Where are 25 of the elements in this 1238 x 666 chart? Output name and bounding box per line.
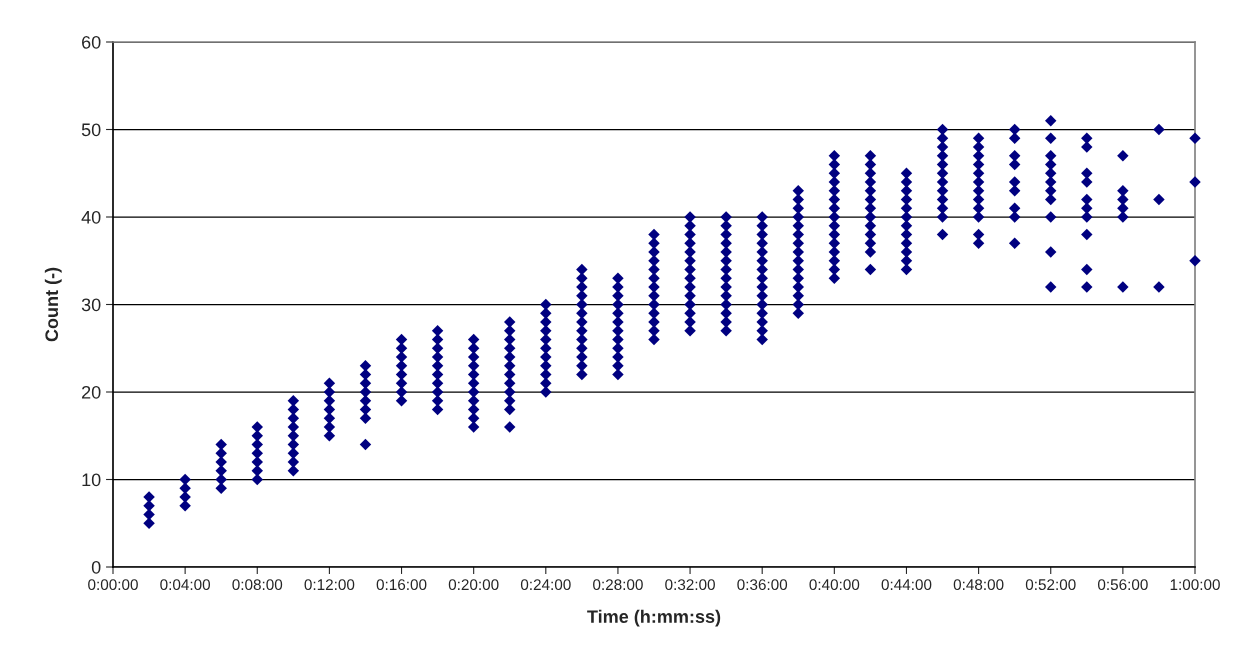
- x-tick-label: 1:00:00: [1170, 579, 1220, 591]
- x-tick-label: 0:12:00: [304, 579, 355, 591]
- x-tick-label: 0:40:00: [809, 579, 860, 591]
- x-tick-label: 0:52:00: [1025, 579, 1076, 591]
- x-tick-label: 0:00:00: [88, 579, 138, 591]
- y-axis-title: Count (-): [44, 267, 62, 342]
- x-axis-title: Time (h:mm:ss): [587, 609, 721, 627]
- y-tick-label: 20: [82, 385, 101, 399]
- y-tick-label: 60: [82, 35, 101, 49]
- y-tick-label: 30: [81, 298, 101, 312]
- x-tick-label: 0:08:00: [232, 579, 283, 591]
- x-tick-label: 0:32:00: [665, 579, 715, 591]
- x-tick-label: 0:24:00: [520, 579, 571, 591]
- x-tick-label: 0:36:00: [737, 579, 788, 591]
- y-tick-label: 0: [91, 560, 101, 574]
- y-tick-label: 50: [81, 123, 101, 137]
- y-tick-label: 40: [81, 210, 101, 224]
- x-tick-label: 0:44:00: [881, 579, 932, 591]
- x-tick-label: 0:16:00: [376, 579, 427, 591]
- y-tick-label: 10: [82, 473, 101, 487]
- x-tick-label: 0:48:00: [953, 579, 1004, 591]
- x-tick-label: 0:28:00: [593, 579, 643, 591]
- x-tick-label: 0:04:00: [160, 579, 211, 591]
- x-tick-label: 0:56:00: [1097, 579, 1148, 591]
- x-tick-label: 0:20:00: [448, 579, 499, 591]
